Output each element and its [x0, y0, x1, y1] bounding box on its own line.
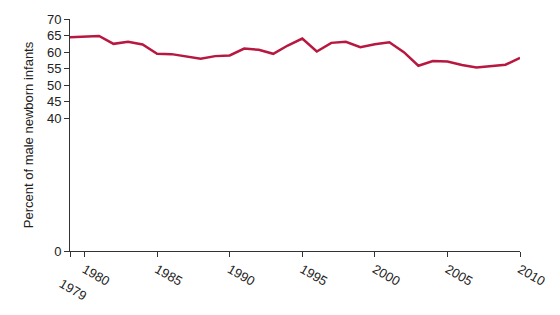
- svg-text:60: 60: [47, 45, 61, 60]
- svg-text:0: 0: [54, 244, 61, 259]
- svg-text:1980: 1980: [80, 261, 113, 288]
- svg-text:70: 70: [47, 12, 61, 27]
- svg-text:2010: 2010: [515, 261, 548, 288]
- svg-text:1990: 1990: [225, 261, 258, 288]
- svg-text:1995: 1995: [298, 261, 331, 288]
- svg-text:65: 65: [47, 28, 61, 43]
- svg-text:45: 45: [47, 94, 61, 109]
- svg-text:2000: 2000: [370, 261, 403, 288]
- svg-text:2005: 2005: [443, 261, 476, 288]
- svg-text:1979: 1979: [57, 276, 90, 303]
- svg-text:50: 50: [47, 78, 61, 93]
- svg-text:Percent of male newborn infant: Percent of male newborn infants: [21, 41, 36, 228]
- svg-text:55: 55: [47, 61, 61, 76]
- svg-text:1985: 1985: [152, 261, 185, 288]
- svg-text:40: 40: [47, 111, 61, 126]
